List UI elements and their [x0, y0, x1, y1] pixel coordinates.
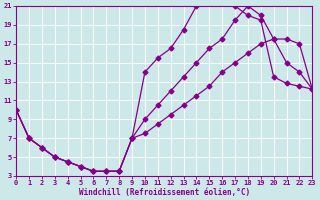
X-axis label: Windchill (Refroidissement éolien,°C): Windchill (Refroidissement éolien,°C): [79, 188, 250, 197]
